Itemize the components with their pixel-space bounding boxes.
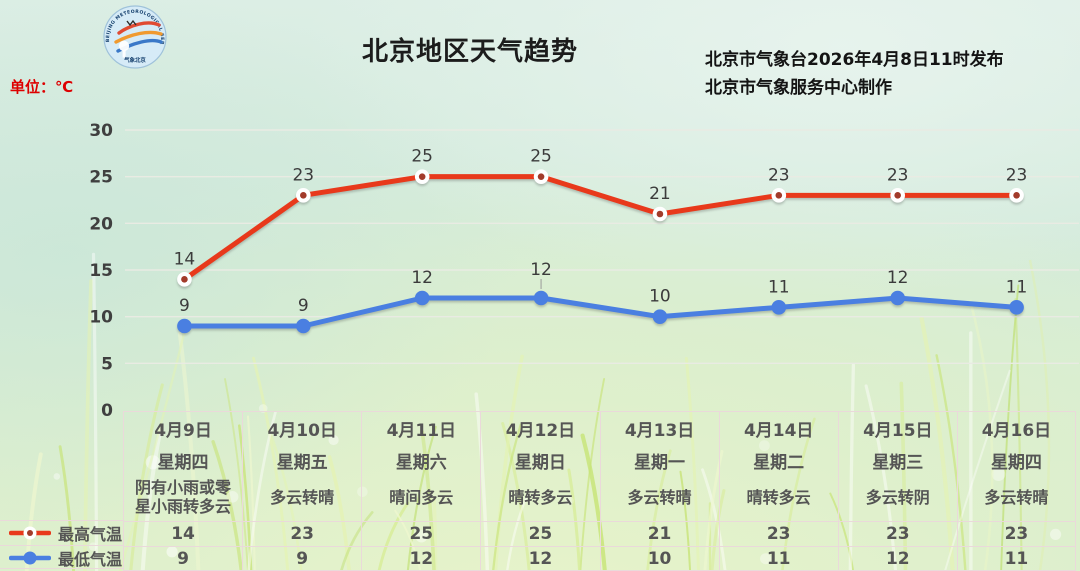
high-temp-value: 14 (124, 521, 243, 546)
data-label: 23 (1006, 165, 1028, 185)
date-label: 4月14日 (743, 421, 814, 441)
weather-label: 晴转多云 (746, 487, 811, 507)
date-label: 4月9日 (154, 421, 212, 441)
high-temp-value: 25 (362, 521, 481, 546)
low-temp-value: 12 (481, 546, 600, 570)
date-label: 4月15日 (863, 421, 933, 441)
day-column: 4月11日星期六晴间多云 25 12 (361, 411, 481, 571)
data-label: 10 (649, 287, 671, 307)
weather-label: 晴转多云 (508, 487, 573, 507)
data-label: 11 (1006, 277, 1028, 297)
publisher-line-2: 北京市气象服务中心制作 (705, 78, 892, 98)
weekday-label: 星期三 (872, 452, 924, 473)
logo-bird-mark (126, 19, 137, 27)
series-labels-最低气温: 9 9 12 12 10 11 12 11 (179, 260, 1027, 316)
weekday-label: 星期四 (990, 452, 1042, 473)
low-temp-value: 12 (838, 546, 957, 570)
logo-red-swoosh (117, 21, 161, 35)
meteorological-service-logo: BEIJING METEOROLOGICAL SERVICE 气象北京 (103, 5, 167, 69)
weekday-label: 星期日 (514, 452, 566, 473)
series-labels-最高气温: 14 23 25 25 21 23 23 23 (174, 147, 1028, 270)
high-temp-value: 21 (600, 521, 719, 546)
legend-item: 最低气温 (0, 545, 123, 569)
low-temp-value: 9 (124, 546, 243, 570)
day-column: 4月14日星期二晴转多云 23 11 (718, 411, 838, 571)
low-temp-value: 12 (362, 546, 481, 570)
date-label: 4月16日 (981, 421, 1052, 441)
low-temp-value: 10 (600, 546, 719, 570)
legend-label: 最高气温 (58, 525, 123, 544)
weekday-label: 星期五 (276, 452, 328, 473)
weekday-label: 星期四 (157, 452, 209, 473)
series-line-最高气温 (177, 169, 1024, 287)
date-label: 4月11日 (386, 421, 457, 441)
data-label: 12 (887, 268, 909, 288)
forecast-table: 4月9日 星期四 阴有小雨或零 星小雨转多云 14 9 4月10日 星期五 多云转晴 23 9 4月… (123, 411, 1076, 571)
data-label: 12 (530, 260, 552, 280)
publisher-line-1: 北京市气象台2026年4月8日11时发布 (705, 50, 1004, 70)
legend-marker-icon (9, 551, 51, 564)
data-label: 23 (292, 165, 314, 185)
y-axis-tick-label: 0 (101, 401, 113, 421)
legend-label: 最低气温 (58, 549, 123, 569)
data-label: 23 (768, 165, 790, 185)
weather-label: 多云转晴 (984, 487, 1049, 507)
series-line-最低气温 (177, 290, 1024, 334)
weather-label: 多云转晴 (270, 487, 335, 507)
data-label: 21 (649, 184, 671, 204)
data-label: 23 (887, 165, 909, 185)
day-column: 4月15日星期三多云转阴 23 12 (837, 411, 957, 571)
y-axis-tick-label: 15 (89, 261, 113, 281)
high-temp-value: 23 (243, 521, 362, 546)
unit-label: 单位：℃ (10, 78, 74, 96)
high-temp-value: 25 (481, 521, 600, 546)
day-column: 4月10日星期五多云转晴 23 9 (242, 411, 362, 571)
high-temp-value: 23 (838, 521, 957, 546)
day-column: 4月12日星期日晴转多云 25 12 (480, 411, 600, 571)
logo-bottom-text: 气象北京 (123, 56, 146, 64)
day-column: 4月16日星期四多云转晴 23 11 (956, 411, 1076, 571)
y-axis-tick-label: 20 (89, 214, 113, 234)
publisher-info: 北京市气象台2026年4月8日11时发布 北京市气象服务中心制作 (705, 46, 1004, 102)
y-axis-tick-label: 25 (89, 168, 113, 188)
data-label: 14 (174, 249, 196, 269)
date-label: 4月10日 (267, 421, 337, 441)
data-label: 25 (530, 147, 552, 167)
weather-label: 阴有小雨或零 星小雨转多云 (135, 478, 232, 516)
date-label: 4月12日 (505, 421, 576, 441)
legend-marker-icon (9, 526, 51, 540)
weather-label: 多云转晴 (627, 487, 692, 507)
day-column: 4月9日星期四阴有小雨或零 星小雨转多云 14 9 (123, 411, 243, 571)
data-label: 11 (768, 277, 790, 297)
weekday-label: 星期一 (634, 452, 686, 473)
y-axis-tick-label: 5 (101, 354, 113, 374)
data-label: 9 (298, 296, 309, 316)
weekday-label: 星期二 (753, 452, 805, 473)
chart-legend: 最高气温 最低气温 (0, 520, 123, 569)
logo-radar-tower (122, 50, 126, 58)
low-temp-value: 9 (243, 546, 362, 570)
high-temp-value: 23 (957, 521, 1075, 546)
date-label: 4月13日 (624, 421, 695, 441)
weather-label: 晴间多云 (389, 487, 454, 507)
logo-orange-swoosh (114, 30, 163, 44)
data-label: 12 (411, 268, 433, 288)
weather-label: 多云转阴 (865, 487, 930, 507)
logo-radar-dome (118, 40, 130, 52)
low-temp-value: 11 (957, 546, 1075, 570)
legend-item: 最高气温 (0, 520, 123, 545)
day-column: 4月13日星期一多云转晴 21 10 (599, 411, 719, 571)
high-temp-value: 23 (719, 521, 838, 546)
y-axis-tick-label: 30 (89, 121, 113, 141)
data-label: 25 (411, 147, 433, 167)
y-axis-tick-label: 10 (89, 308, 113, 328)
weekday-label: 星期六 (395, 452, 447, 473)
low-temp-value: 11 (719, 546, 838, 570)
data-label: 9 (179, 296, 190, 316)
page-title: 北京地区天气趋势 (361, 37, 578, 67)
